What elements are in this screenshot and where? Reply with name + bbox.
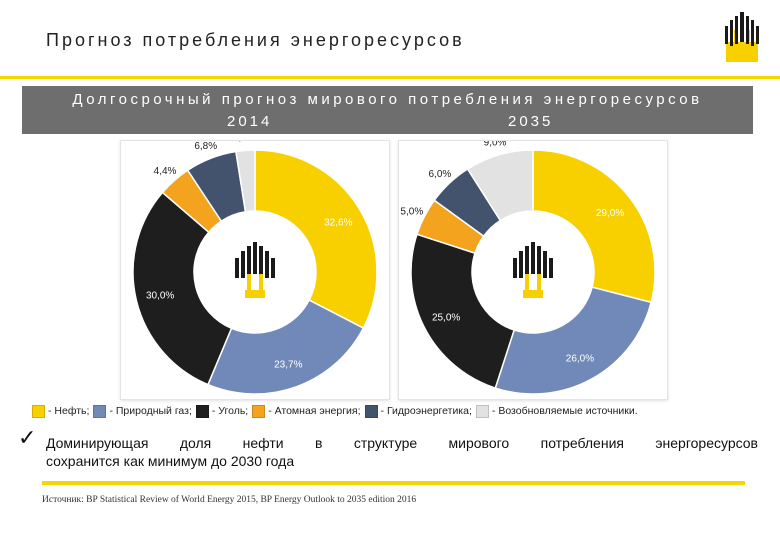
- conclusion-line-1: Доминирующая доля нефти в структуре миро…: [46, 435, 758, 451]
- data-label-2014-coal: 30,0%: [146, 290, 174, 301]
- slice-2014-coal: [132, 191, 233, 386]
- legend-swatch-coal: [195, 404, 209, 418]
- slice-2014-renewables: [235, 149, 256, 213]
- footer-divider: [42, 481, 745, 485]
- source-note: Источник: BP Statistical Review of World…: [42, 495, 417, 505]
- data-label-2014-gas: 23,7%: [274, 360, 302, 371]
- donut-chart-2014: 32,6% 23,7% 30,0% 4,4% 6,8% 2,5%: [132, 141, 378, 395]
- legend-label-gas: - Природный газ;: [109, 405, 192, 417]
- center-logo-icon-2014: [235, 242, 275, 298]
- slice-2035-renewables: [466, 149, 534, 222]
- checkmark-icon: ✓: [18, 426, 37, 451]
- slice-2035-coal: [410, 233, 516, 389]
- legend-label-coal: - Уголь;: [211, 405, 249, 417]
- chart-panel-2035: 29,0% 26,0% 25,0% 5,0% 6,0% 9,0%: [398, 140, 668, 400]
- legend-swatch-nuclear: [252, 404, 266, 418]
- legend-item-hydro: - Гидроэнергетика;: [364, 404, 472, 418]
- company-logo-icon: [725, 12, 759, 62]
- year-label-right: 2035: [508, 113, 554, 130]
- data-label-2014-hydro: 6,8%: [194, 141, 217, 152]
- legend-label-hydro: - Гидроэнергетика;: [380, 405, 472, 417]
- legend-item-oil: - Нефть;: [32, 404, 90, 418]
- slice-2035-gas: [494, 286, 653, 395]
- legend-item-gas: - Природный газ;: [93, 404, 192, 418]
- chart-legend: - Нефть; - Природный газ; - Уголь; - Ато…: [32, 403, 642, 419]
- legend-label-oil: - Нефть;: [48, 405, 90, 417]
- legend-swatch-renewables: [475, 404, 489, 418]
- conclusion-text: Доминирующая доля нефти в структуре миро…: [46, 434, 758, 470]
- data-label-2014-nuclear: 4,4%: [154, 166, 177, 177]
- data-label-2035-nuclear: 5,0%: [400, 206, 423, 217]
- conclusion-line-2: сохранится как минимум до 2030 года: [46, 453, 295, 469]
- legend-item-renewables: - Возобновляемые источники.: [475, 404, 638, 418]
- legend-label-renewables: - Возобновляемые источники.: [491, 405, 638, 417]
- data-label-2014-renewables: 2,5%: [233, 141, 256, 143]
- header-divider: [0, 76, 780, 79]
- data-label-2035-hydro: 6,0%: [429, 169, 452, 180]
- data-label-2035-renewables: 9,0%: [484, 141, 507, 148]
- slice-2035-oil: [532, 149, 656, 304]
- legend-swatch-hydro: [364, 404, 378, 418]
- page-title: Прогноз потребления энергоресурсов: [46, 30, 465, 50]
- legend-swatch-gas: [93, 404, 107, 418]
- data-label-2014-oil: 32,6%: [324, 217, 352, 228]
- donut-chart-2035: 29,0% 26,0% 25,0% 5,0% 6,0% 9,0%: [400, 141, 656, 395]
- band-title: Долгосрочный прогноз мирового потреблени…: [72, 91, 703, 108]
- data-label-2035-coal: 25,0%: [432, 312, 460, 323]
- legend-label-nuclear: - Атомная энергия;: [268, 405, 361, 417]
- legend-item-nuclear: - Атомная энергия;: [252, 404, 361, 418]
- chart-panel-2014: 32,6% 23,7% 30,0% 4,4% 6,8% 2,5%: [120, 140, 390, 400]
- subtitle-band: Долгосрочный прогноз мирового потреблени…: [22, 86, 753, 134]
- legend-item-coal: - Уголь;: [195, 404, 249, 418]
- slice-2014-gas: [206, 299, 365, 395]
- data-label-2035-gas: 26,0%: [566, 353, 594, 364]
- legend-swatch-oil: [32, 404, 45, 418]
- data-label-2035-oil: 29,0%: [596, 208, 624, 219]
- slice-2014-oil: [254, 149, 378, 330]
- year-label-left: 2014: [227, 113, 273, 130]
- center-logo-icon-2035: [513, 242, 553, 298]
